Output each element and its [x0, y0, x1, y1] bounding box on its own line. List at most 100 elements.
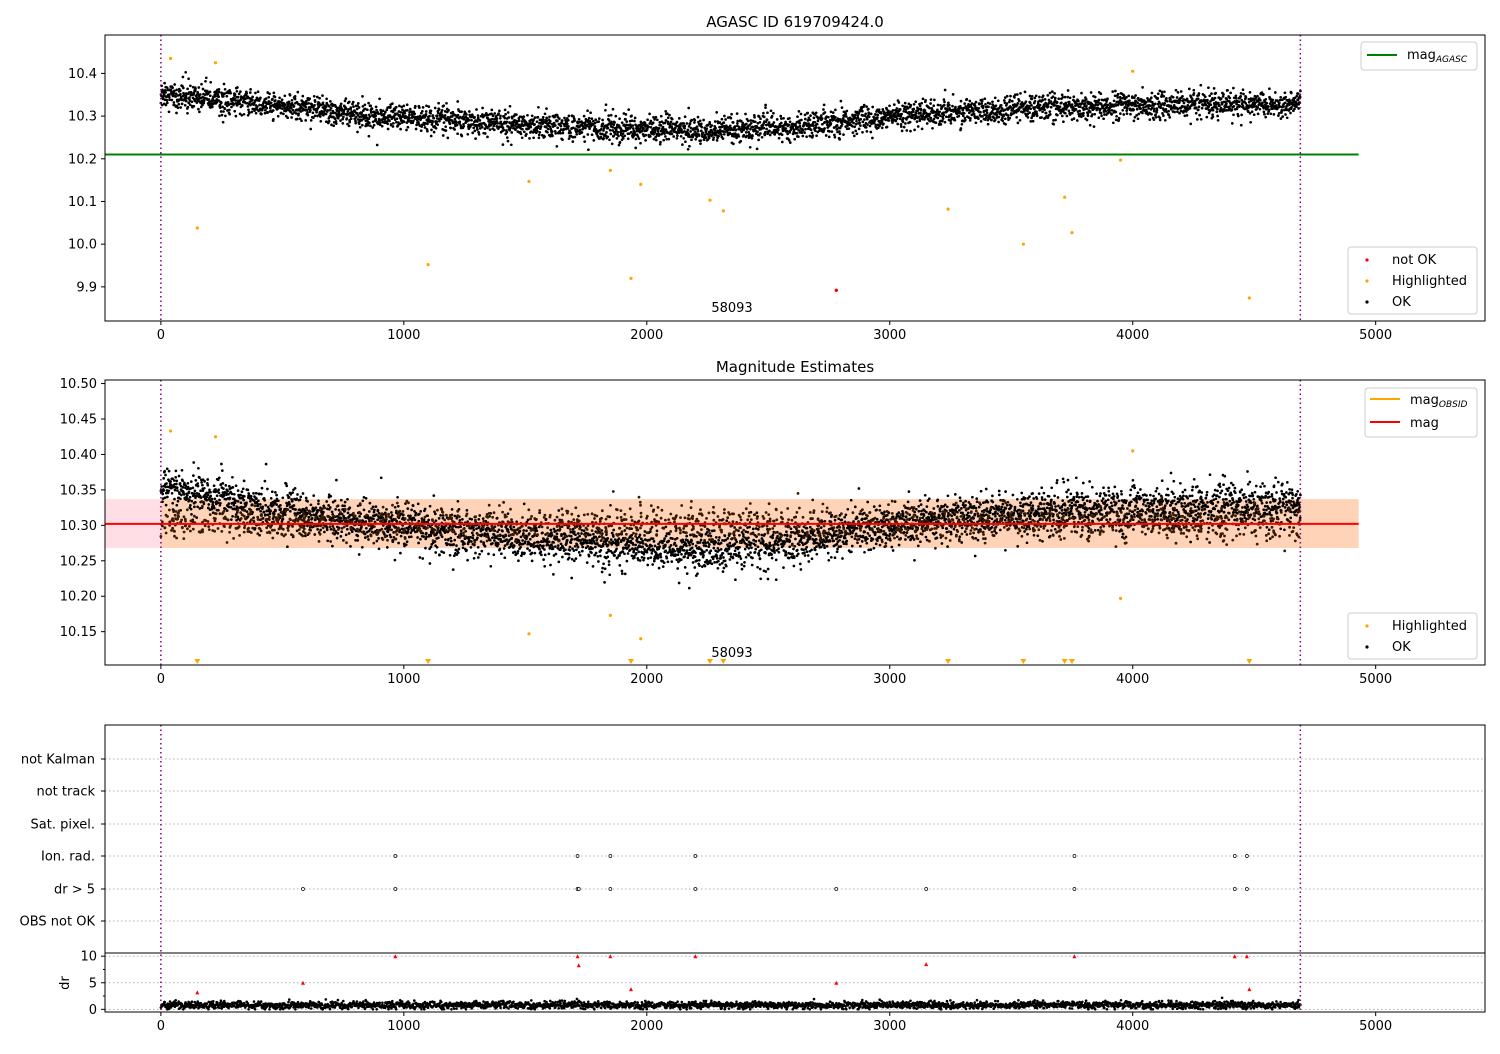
agasc-ok-point: [186, 112, 189, 115]
agasc-ok-point: [197, 93, 200, 96]
agasc-ok-point: [542, 116, 545, 119]
agasc-ok-point: [1240, 92, 1243, 95]
agasc-ok-point: [736, 122, 739, 125]
agasc-ok-point: [567, 125, 570, 128]
agasc-ok-point: [267, 96, 270, 99]
agasc-ok-point: [475, 108, 478, 111]
magnitude-ok-point: [334, 508, 337, 511]
agasc-ok-point: [865, 126, 868, 129]
magnitude-ok-point: [188, 490, 191, 493]
agasc-ok-point: [627, 137, 630, 140]
agasc-ok-point: [1169, 98, 1172, 101]
agasc-ok-point: [991, 100, 994, 103]
agasc-ok-point: [297, 112, 300, 115]
magnitude-ok-point: [331, 545, 334, 548]
agasc-ok-point: [1188, 88, 1191, 91]
agasc-ok-point: [508, 116, 511, 119]
agasc-ok-point: [987, 105, 990, 108]
agasc-ok-point: [858, 128, 861, 131]
agasc-ok-point: [218, 88, 221, 91]
agasc-ok-point: [260, 113, 263, 116]
agasc-ok-point: [796, 115, 799, 118]
agasc-ok-point: [1003, 99, 1006, 102]
magnitude-ok-point: [335, 479, 338, 482]
magnitude-ok-point: [184, 485, 187, 488]
agasc-highlighted-point: [1070, 231, 1073, 234]
magnitude-ok-point: [317, 509, 320, 512]
agasc-ok-point: [944, 121, 947, 124]
magnitude-ok-point: [263, 511, 266, 514]
agasc-ok-point: [250, 111, 253, 114]
magnitude-ok-point: [351, 530, 354, 533]
magnitude-ok-point: [323, 531, 326, 534]
magnitude-ok-point: [243, 495, 246, 498]
agasc-ok-point: [352, 105, 355, 108]
agasc-ok-point: [249, 91, 252, 94]
agasc-ok-point: [497, 112, 500, 115]
agasc-ok-point: [319, 115, 322, 118]
agasc-highlighted-point: [1022, 243, 1025, 246]
magnitude-ok-point: [199, 489, 202, 492]
magnitude-ok-point: [187, 482, 190, 485]
agasc-ok-point: [876, 116, 879, 119]
agasc-ok-point: [257, 90, 260, 93]
agasc-ok-point: [769, 134, 772, 137]
agasc-ok-point: [857, 112, 860, 115]
agasc-ok-point: [1100, 114, 1103, 117]
agasc-ok-point: [1196, 118, 1199, 121]
agasc-ok-point: [944, 89, 947, 92]
agasc-ok-point: [618, 144, 621, 147]
agasc-ok-point: [611, 126, 614, 129]
magnitude-ok-point: [212, 501, 215, 504]
magnitude-ok-point: [231, 493, 234, 496]
magnitude-ok-point: [279, 504, 282, 507]
agasc-ok-point: [942, 117, 945, 120]
agasc-ok-point: [294, 95, 297, 98]
agasc-ok-point: [1229, 92, 1232, 95]
agasc-ok-point: [1078, 110, 1081, 113]
agasc-ok-point: [618, 117, 621, 120]
magnitude-ok-point: [342, 539, 345, 542]
agasc-ok-point: [234, 93, 237, 96]
agasc-ok-point: [168, 96, 171, 99]
agasc-ok-point: [1157, 92, 1160, 95]
agasc-ok-point: [1297, 107, 1300, 110]
agasc-ok-point: [770, 109, 773, 112]
agasc-ok-point: [1208, 94, 1211, 97]
agasc-ok-point: [838, 138, 841, 141]
legend-highlighted-marker: [1365, 279, 1368, 282]
agasc-ok-point: [399, 128, 402, 131]
agasc-xtick-label: 0: [157, 328, 165, 343]
agasc-ok-point: [217, 95, 220, 98]
agasc-ok-point: [909, 104, 912, 107]
agasc-ok-point: [274, 99, 277, 102]
agasc-ok-point: [681, 143, 684, 146]
agasc-ok-point: [1135, 105, 1138, 108]
agasc-ok-point: [589, 120, 592, 123]
agasc-ok-point: [473, 116, 476, 119]
agasc-ok-point: [619, 141, 622, 144]
agasc-ok-point: [602, 122, 605, 125]
agasc-ok-point: [669, 123, 672, 126]
agasc-ok-point: [1279, 105, 1282, 108]
agasc-ok-point: [1154, 113, 1157, 116]
agasc-ok-point: [357, 102, 360, 105]
agasc-ok-point: [348, 125, 351, 128]
agasc-ok-point: [1136, 108, 1139, 111]
agasc-ok-point: [670, 121, 673, 124]
agasc-ok-point: [515, 113, 518, 116]
magnitude-ok-point: [246, 510, 249, 513]
agasc-ok-point: [615, 129, 618, 132]
agasc-ok-point: [800, 119, 803, 122]
agasc-ok-point: [390, 123, 393, 126]
agasc-ok-point: [699, 142, 702, 145]
agasc-ok-point: [1030, 98, 1033, 101]
agasc-ok-point: [765, 128, 768, 131]
agasc-ok-point: [358, 106, 361, 109]
magnitude-ok-point: [347, 512, 350, 515]
agasc-ok-point: [800, 131, 803, 134]
agasc-ok-point: [804, 118, 807, 121]
agasc-ok-point: [940, 123, 943, 126]
agasc-ok-point: [230, 106, 233, 109]
agasc-ok-point: [1132, 109, 1135, 112]
